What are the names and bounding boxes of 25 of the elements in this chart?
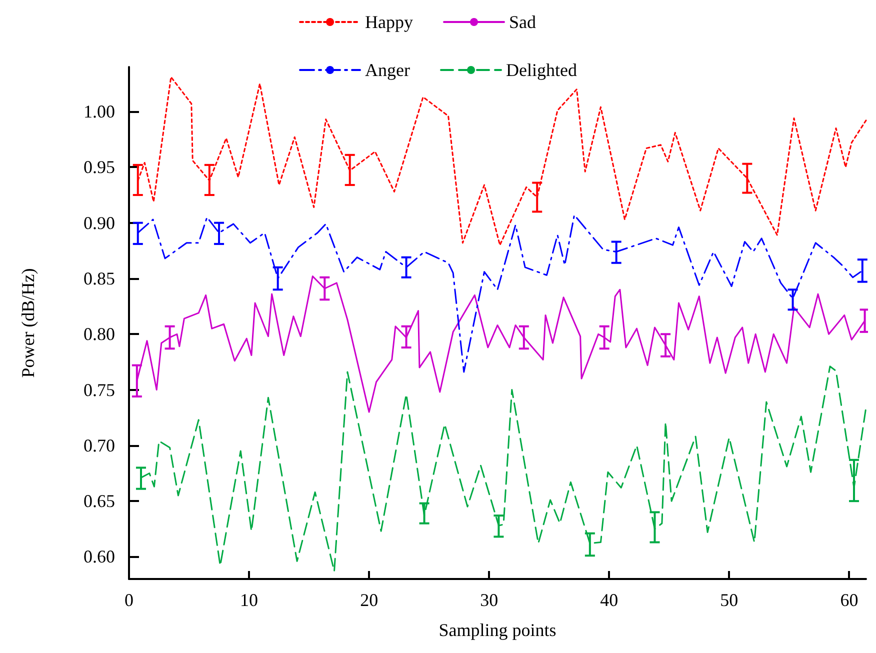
legend-label: Anger — [365, 60, 410, 80]
y-tick-label: 0.90 — [84, 212, 115, 233]
x-tick-label: 60 — [840, 590, 858, 610]
legend-label: Delighted — [506, 60, 577, 80]
x-tick-label: 30 — [480, 590, 498, 610]
legend-label: Sad — [509, 12, 536, 32]
y-tick-label: 0.95 — [84, 157, 115, 178]
line-series — [137, 214, 864, 373]
x-tick-label: 50 — [720, 590, 738, 610]
y-tick-label: 0.60 — [84, 546, 115, 567]
x-axis-title: Sampling points — [438, 620, 556, 640]
x-tick-label: 10 — [240, 590, 258, 610]
line-series — [136, 276, 866, 413]
x-tick-label: 20 — [360, 590, 378, 610]
y-tick-label: 0.75 — [84, 380, 115, 400]
y-tick-label: 0.80 — [84, 324, 115, 344]
x-tick-label: 40 — [600, 590, 618, 610]
y-tick-label: 0.65 — [84, 491, 115, 512]
y-axis-title: Power (dB/Hz) — [18, 268, 38, 378]
line-series — [140, 366, 867, 572]
x-tick-label: 0 — [124, 590, 134, 610]
y-tick-label: 0.70 — [84, 435, 115, 456]
legend-label: Happy — [365, 12, 414, 32]
y-tick-label: 0.85 — [84, 268, 115, 288]
y-tick-label: 1.00 — [84, 102, 115, 122]
